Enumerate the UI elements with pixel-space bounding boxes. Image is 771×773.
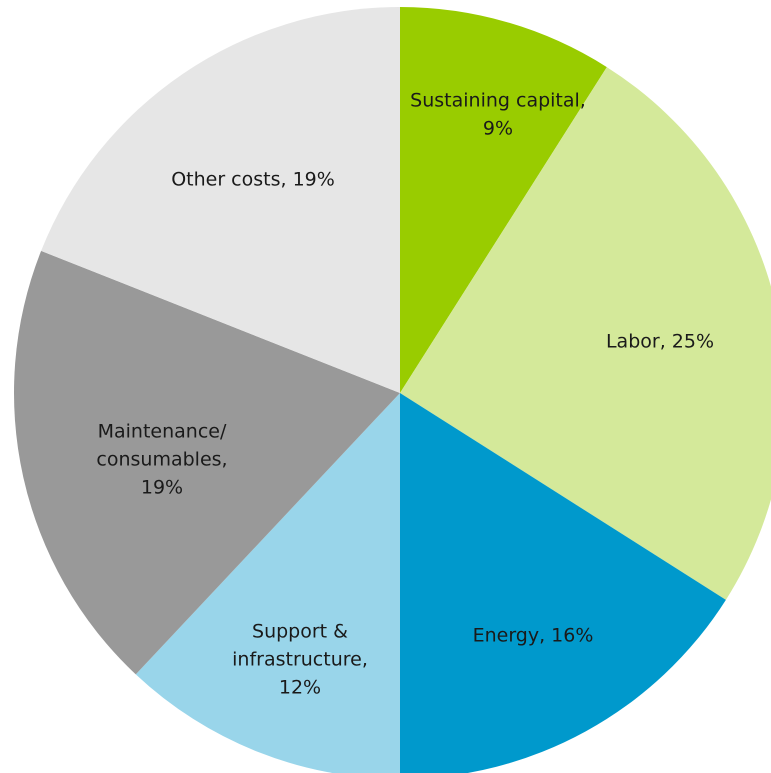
slice-label: infrastructure, bbox=[232, 649, 368, 671]
pie-slice bbox=[41, 7, 401, 393]
slice-label: Other costs, 19% bbox=[171, 169, 335, 191]
pie-slice bbox=[400, 393, 726, 773]
pie-slice bbox=[135, 393, 400, 773]
slice-label: consumables, bbox=[96, 449, 227, 471]
pie-slice bbox=[400, 67, 771, 600]
pie-slice bbox=[14, 250, 401, 675]
pie-slice bbox=[400, 7, 607, 393]
slice-label: 9% bbox=[483, 118, 513, 140]
slice-label: Sustaining capital, bbox=[410, 90, 586, 112]
slice-label: Labor, 25% bbox=[606, 331, 714, 353]
slice-label: 12% bbox=[279, 677, 321, 699]
slice-label: 19% bbox=[141, 477, 183, 499]
slice-label: Energy, 16% bbox=[473, 625, 594, 647]
slice-label: Maintenance/ bbox=[98, 421, 227, 443]
slice-label: Support & bbox=[252, 621, 348, 643]
